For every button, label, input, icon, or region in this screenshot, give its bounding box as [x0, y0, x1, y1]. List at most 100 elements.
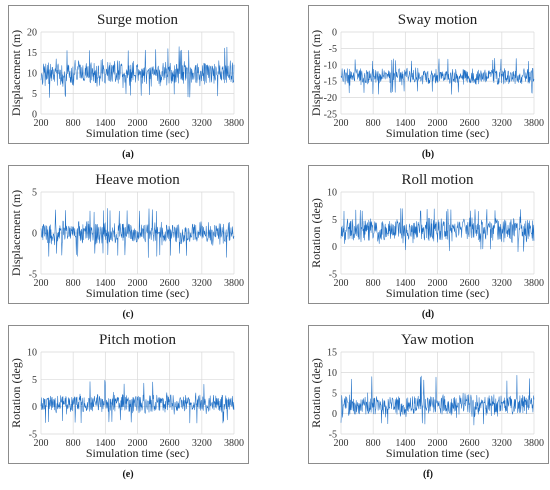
x-tick-label: 1400: [95, 438, 115, 449]
y-tick-label: -15: [324, 77, 337, 88]
y-tick-label: -5: [29, 430, 37, 441]
x-axis-label: Simulation time (sec): [386, 286, 489, 300]
x-tick-label: 2600: [160, 438, 180, 449]
panel-caption: (d): [422, 309, 434, 320]
y-axis-label: Rotation (deg): [309, 198, 323, 268]
chart-panel-6: -5 0 5 10 15 200 800 1400 2000 2600 3200 3800 Yaw mo…: [308, 325, 549, 464]
y-axis-label: Rotation (deg): [9, 358, 23, 428]
y-tick-label: 0: [332, 242, 337, 253]
chart-title: Surge motion: [97, 12, 178, 28]
x-tick-label: 1400: [395, 438, 415, 449]
y-tick-label: 20: [27, 28, 37, 39]
chart-title: Pitch motion: [99, 332, 177, 348]
x-tick-label: 3800: [524, 118, 544, 129]
x-tick-label: 200: [34, 278, 49, 289]
x-tick-label: 800: [366, 278, 381, 289]
x-tick-label: 1400: [395, 278, 415, 289]
x-axis-label: Simulation time (sec): [86, 126, 189, 140]
series-line: [340, 208, 535, 252]
x-axis-label: Simulation time (sec): [386, 446, 489, 460]
x-tick-label: 1400: [95, 278, 115, 289]
x-tick-label: 800: [366, 118, 381, 129]
x-tick-label: 2600: [460, 438, 480, 449]
panel-caption: (e): [122, 469, 133, 480]
x-tick-label: 3800: [224, 118, 244, 129]
chart-panel-5: -5 0 5 10 200 800 1400 2000 2600 3200 3800 Pitch mo…: [8, 325, 249, 464]
x-tick-label: 3200: [492, 438, 512, 449]
y-tick-label: 5: [32, 375, 37, 386]
panel-frame: [308, 325, 549, 464]
panel-caption: (b): [422, 149, 434, 160]
x-tick-label: 3800: [524, 438, 544, 449]
series-line: [340, 375, 535, 426]
panel-frame: [8, 325, 249, 464]
x-tick-label: 2600: [160, 118, 180, 129]
series-line: [40, 208, 235, 258]
y-tick-label: 0: [332, 28, 337, 39]
x-tick-label: 3200: [192, 278, 212, 289]
x-tick-label: 2000: [428, 438, 448, 449]
y-tick-label: 5: [332, 389, 337, 400]
x-tick-label: 200: [334, 278, 349, 289]
x-tick-label: 2000: [128, 278, 148, 289]
x-axis-label: Simulation time (sec): [86, 446, 189, 460]
chart-title: Sway motion: [398, 12, 478, 28]
y-tick-label: -25: [324, 110, 337, 121]
y-tick-label: -5: [329, 430, 337, 441]
y-axis-label: Displacement (m): [309, 30, 323, 116]
y-tick-label: -20: [324, 93, 337, 104]
chart-title: Heave motion: [95, 172, 180, 188]
y-tick-label: 5: [32, 188, 37, 199]
y-axis-label: Rotation (deg): [309, 358, 323, 428]
gridlines: [40, 351, 235, 435]
chart-panel-2: -25 -20 -15 -10 -5 0 200 800 1400 2000 2600 3200 380…: [308, 5, 549, 144]
x-tick-label: 2000: [428, 278, 448, 289]
x-tick-label: 200: [334, 438, 349, 449]
series-line: [40, 380, 235, 424]
x-tick-label: 2600: [160, 278, 180, 289]
x-tick-label: 1400: [395, 118, 415, 129]
y-tick-label: -5: [29, 270, 37, 281]
x-tick-label: 800: [66, 278, 81, 289]
x-axis-label: Simulation time (sec): [86, 286, 189, 300]
x-tick-label: 3200: [492, 278, 512, 289]
y-tick-label: -10: [324, 60, 337, 71]
x-tick-label: 3200: [492, 118, 512, 129]
series-line: [340, 58, 535, 95]
x-tick-label: 3800: [224, 438, 244, 449]
x-tick-label: 2000: [128, 118, 148, 129]
x-axis-label: Simulation time (sec): [386, 126, 489, 140]
y-tick-label: 10: [27, 69, 37, 80]
y-tick-label: 0: [32, 110, 37, 121]
panel-caption: (f): [423, 469, 433, 480]
chart-panel-4: -5 0 5 10 200 800 1400 2000 2600 3200 3800 Roll mot…: [308, 165, 549, 304]
x-tick-label: 3800: [224, 278, 244, 289]
y-tick-label: 0: [32, 229, 37, 240]
y-axis-label: Displacement (m): [9, 190, 23, 276]
x-tick-label: 200: [34, 438, 49, 449]
chart-panel-1: 0 5 10 15 20 200 800 1400 2000 2600 3200 3800 Surge …: [8, 5, 249, 144]
y-tick-label: 15: [27, 48, 37, 59]
y-tick-label: -5: [329, 44, 337, 55]
y-tick-label: 5: [32, 89, 37, 100]
y-tick-label: 15: [327, 348, 337, 359]
series-line: [40, 46, 235, 98]
chart-title: Yaw motion: [401, 332, 475, 348]
x-tick-label: 2600: [460, 278, 480, 289]
panel-caption: (a): [122, 149, 134, 160]
x-tick-label: 1400: [95, 118, 115, 129]
y-tick-label: 0: [32, 402, 37, 413]
x-tick-label: 3800: [524, 278, 544, 289]
y-tick-label: 0: [332, 409, 337, 420]
y-tick-label: 5: [332, 215, 337, 226]
y-tick-label: -5: [329, 270, 337, 281]
x-tick-label: 2000: [428, 118, 448, 129]
chart-panel-3: -5 0 5 200 800 1400 2000 2600 3200 3800 Heave moti…: [8, 165, 249, 304]
chart-title: Roll motion: [401, 172, 474, 188]
x-tick-label: 3200: [192, 438, 212, 449]
y-tick-label: 10: [327, 188, 337, 199]
x-tick-label: 200: [34, 118, 49, 129]
panel-caption: (c): [122, 309, 133, 320]
y-axis-label: Displacement (m): [9, 30, 23, 116]
